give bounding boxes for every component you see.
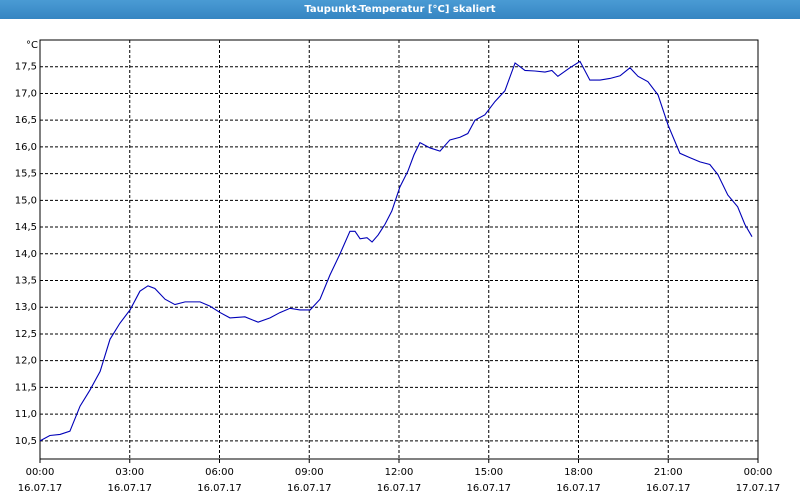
x-tick-label: 03:00 16.07.17 [107,467,153,494]
y-tick-label: 12,5 [15,329,37,340]
y-tick-label: 11,0 [15,409,37,420]
y-tick-label: 12,0 [15,356,37,367]
x-tick-label: 00:00 16.07.17 [17,467,63,494]
x-tick-label: 18:00 16.07.17 [556,467,601,494]
y-tick-label: 11,5 [15,382,37,393]
y-tick-label: 15,0 [15,195,37,206]
y-tick-label: 16,0 [15,142,37,153]
x-tick-label: 00:00 17.07.17 [735,467,781,494]
x-tick-label: 21:00 16.07.17 [645,467,691,494]
y-tick-label: 17,5 [15,62,37,73]
x-tick-label: 09:00 16.07.17 [286,467,332,494]
y-tick-label: 14,0 [15,249,37,260]
y-tick-label: 10,5 [15,436,37,447]
y-axis-unit: °C [26,40,38,51]
y-tick-label: 13,5 [15,275,37,286]
y-tick-label: 15,5 [15,169,37,180]
x-tick-label: 15:00 16.07.17 [466,467,512,494]
y-tick-label: 14,5 [15,222,37,233]
title-bar: Taupunkt-Temperatur [°C] skaliert [0,0,800,19]
x-tick-label: 06:00 16.07.17 [197,467,242,494]
y-tick-label: 16,5 [15,115,37,126]
x-tick-label: 12:00 16.07.17 [376,467,422,494]
plot-frame [39,39,759,460]
y-tick-label: 17,0 [15,88,37,99]
y-tick-label: 13,0 [15,302,37,313]
data-line [39,60,753,442]
